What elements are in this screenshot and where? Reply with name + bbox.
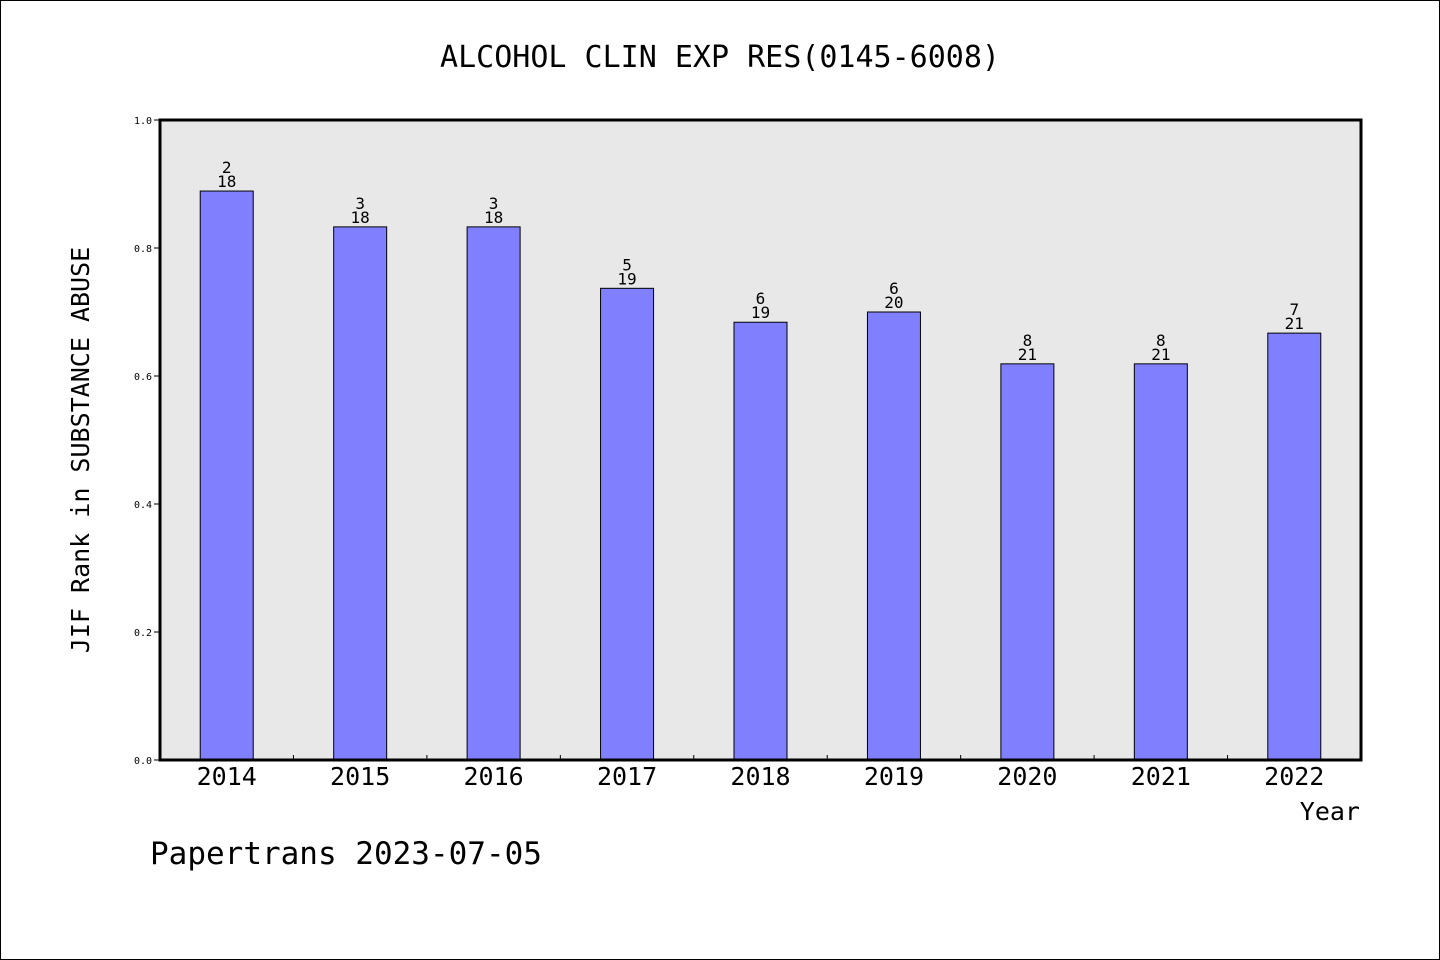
bar-total-label: 21 xyxy=(1151,345,1170,364)
x-tick-label: 2020 xyxy=(997,762,1057,791)
x-tick-label: 2019 xyxy=(864,762,924,791)
bar-total-label: 18 xyxy=(351,208,370,227)
bar-total-label: 21 xyxy=(1285,314,1304,333)
x-axis-ticks: 2014 2015 2016 2017 2018 2019 2020 2021 2022 xyxy=(197,755,1324,791)
y-tick-label: 0.4 xyxy=(134,500,152,511)
bar xyxy=(1267,332,1322,761)
x-axis-label: Year xyxy=(1300,797,1360,826)
bar xyxy=(733,321,788,761)
bar-rank-label: 8 xyxy=(1156,331,1166,350)
bar xyxy=(1000,363,1055,761)
y-tick-label: 0.6 xyxy=(134,372,152,383)
x-tick-label: 2016 xyxy=(464,762,524,791)
bar xyxy=(466,226,521,761)
bar xyxy=(866,311,921,761)
bar-total-label: 21 xyxy=(1018,345,1037,364)
y-tick-label: 1.0 xyxy=(134,116,152,127)
bar-total-label: 18 xyxy=(217,172,236,191)
x-tick-label: 2022 xyxy=(1264,762,1324,791)
y-axis-label: JIF Rank in SUBSTANCE ABUSE xyxy=(66,247,95,653)
bar-rank-label: 2 xyxy=(222,158,232,177)
bar-rank-label: 5 xyxy=(622,255,632,274)
bar-rank-label: 6 xyxy=(756,289,766,308)
chart-title: ALCOHOL CLIN EXP RES(0145-6008) xyxy=(440,40,1000,75)
y-tick-label: 0.8 xyxy=(134,244,152,255)
bar-rank-label: 3 xyxy=(355,194,365,213)
bar-total-label: 19 xyxy=(751,303,770,322)
bar-total-label: 20 xyxy=(884,293,903,312)
plot-border xyxy=(158,118,1363,762)
x-tick-label: 2015 xyxy=(330,762,390,791)
x-tick-label: 2018 xyxy=(730,762,790,791)
y-axis-ticks: 0.0 0.2 0.4 0.6 0.8 1.0 xyxy=(134,116,160,767)
bar-rank-label: 8 xyxy=(1023,331,1033,350)
y-tick-label: 0.2 xyxy=(134,628,152,639)
x-tick-label: 2021 xyxy=(1131,762,1191,791)
bar-rank-label: 6 xyxy=(889,279,899,298)
bar xyxy=(1133,363,1188,761)
x-tick-label: 2017 xyxy=(597,762,657,791)
x-tick-label: 2014 xyxy=(197,762,257,791)
y-tick-label: 0.0 xyxy=(134,756,152,767)
bar-rank-label: 3 xyxy=(489,194,499,213)
bar xyxy=(600,287,655,761)
bar-rank-label: 7 xyxy=(1289,300,1299,319)
bar-total-label: 19 xyxy=(617,269,636,288)
bar xyxy=(333,226,388,761)
bar xyxy=(199,190,254,761)
bar-total-label: 18 xyxy=(484,208,503,227)
footer-text: Papertrans 2023-07-05 xyxy=(150,836,542,872)
